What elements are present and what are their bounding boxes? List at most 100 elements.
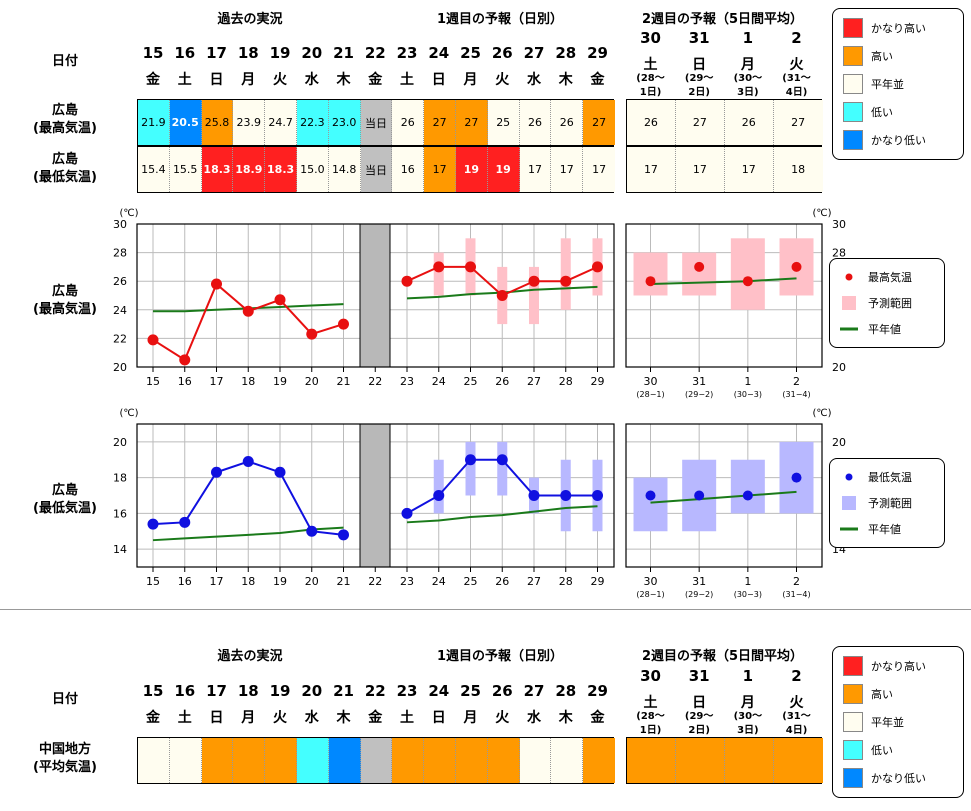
range-bar: [560, 238, 571, 310]
week2-day-weekday: 日: [692, 57, 707, 73]
y-tick-label: 20: [113, 436, 127, 449]
week2-forecast-point: [694, 490, 705, 501]
max-temp-cell: 25: [487, 100, 520, 145]
week2-day-number: 2: [791, 29, 802, 47]
week2-day-range: (31～: [782, 73, 811, 84]
observed-point: [242, 456, 254, 468]
x-tick-label: 20: [305, 575, 319, 588]
x-tick-label: 24: [432, 575, 446, 588]
forecast-point: [465, 454, 476, 466]
min-temp-cell: 17: [551, 147, 584, 192]
y-unit-label: (℃): [812, 208, 831, 219]
x-tick-label: 26: [495, 375, 509, 388]
past-header-bottom: 過去の実況: [217, 649, 283, 664]
week2-forecast-point: [742, 490, 753, 501]
x-tick-label: 2: [793, 375, 800, 388]
observed-point: [274, 294, 286, 306]
min-chart-label: 広島 (最低気温): [33, 483, 97, 516]
day-number: 29: [587, 44, 608, 62]
range-bar: [433, 252, 444, 296]
min-temp-cell: 17: [424, 147, 456, 192]
legend-item: 平年並: [843, 711, 904, 733]
y-tick-label: 24: [113, 304, 127, 317]
week2-day-range: (28～: [636, 73, 665, 84]
day-weekday: 金: [146, 710, 160, 726]
region-temp-cell: [392, 738, 425, 783]
week2-forecast-point: [742, 276, 753, 287]
min-temp-week2-table: 17 17 17 18: [626, 146, 823, 193]
min-temp-cell: 当日: [360, 147, 393, 192]
day-weekday: 金: [590, 72, 605, 88]
x-tick-label: 25: [464, 375, 478, 388]
week2-day-range: 4日): [785, 87, 808, 98]
legend-swatch: [843, 656, 863, 676]
week2-day-number: 1: [742, 29, 754, 47]
x-tick-label: 28: [559, 575, 573, 588]
past-header: 過去の実況: [217, 12, 283, 27]
legend-label: かなり低い: [871, 772, 926, 785]
max-chart-legend: 最高気温 予測範囲 平年値: [829, 258, 945, 348]
region-temp-cell: [265, 738, 297, 783]
x-tick-label: 27: [527, 375, 541, 388]
x-tick-label: 15: [146, 575, 160, 588]
x-tick-sublabel: (30−3): [734, 590, 762, 599]
min-temp-week2-cell: 17: [675, 147, 725, 192]
observed-point: [338, 529, 349, 541]
day-number: 19: [269, 44, 291, 62]
x-tick-label: 23: [400, 575, 414, 588]
day-weekday: 水: [527, 710, 541, 726]
day-number: 17: [206, 682, 227, 700]
series-legend-item: 平年値: [838, 518, 901, 540]
legend-swatch: [843, 74, 863, 94]
day-weekday: 月: [241, 710, 256, 726]
x-tick-label: 17: [210, 375, 224, 388]
category-legend-top: かなり高い 高い 平年並 低い かなり低い: [832, 8, 964, 160]
forecast-point: [496, 454, 508, 466]
x-tick-sublabel: (30−3): [734, 390, 762, 399]
y-unit-label: (℃): [119, 408, 138, 419]
x-tick-label: 16: [178, 375, 192, 388]
observed-point: [179, 516, 191, 528]
day-number: 21: [333, 682, 354, 700]
day-number: 29: [587, 682, 608, 700]
y-unit-label: (℃): [812, 408, 831, 419]
region-temp-week2-cell: [675, 738, 725, 783]
week2-day-weekday: 日: [692, 695, 707, 711]
normal-line: [406, 505, 598, 524]
date-label-bottom: 日付: [51, 692, 78, 707]
day-weekday: 水: [304, 72, 319, 88]
max-temp-cell: 20.5: [169, 100, 202, 145]
x-tick-sublabel: (29−2): [685, 390, 713, 399]
y-tick-label: 28: [832, 247, 846, 260]
today-bar: [360, 424, 391, 567]
y-tick-label: 18: [113, 472, 127, 485]
legend-swatch: [843, 768, 863, 788]
x-tick-label: 29: [591, 575, 605, 588]
min-temp-cell: 19: [487, 147, 520, 192]
y-unit-label: (℃): [119, 208, 138, 219]
region-temp-week2-cell: [773, 738, 823, 783]
series-legend-label: 予測範囲: [868, 497, 912, 510]
x-tick-label: 31: [692, 375, 706, 388]
max-temp-cell: 27: [583, 100, 615, 145]
x-tick-label: 21: [337, 575, 351, 588]
day-number: 23: [396, 682, 418, 700]
region-temp-table: [137, 737, 615, 784]
min-temp-cell: 18.9: [233, 147, 266, 192]
x-tick-sublabel: (31−4): [782, 390, 810, 399]
day-weekday: 火: [495, 710, 510, 726]
x-tick-label: 17: [210, 575, 224, 588]
observed-point: [338, 318, 349, 330]
forecast-point: [401, 275, 413, 287]
day-number: 26: [491, 682, 513, 700]
legend-item: 低い: [843, 101, 893, 123]
day-weekday: 日: [209, 72, 224, 88]
x-tick-label: 22: [368, 575, 382, 588]
forecast-point: [433, 490, 445, 501]
region-temp-cell: [424, 738, 456, 783]
observed-point: [211, 466, 222, 478]
x-tick-label: 19: [273, 375, 287, 388]
legend-label: かなり低い: [871, 134, 926, 147]
day-weekday: 火: [273, 72, 287, 88]
region-temp-cell: [233, 738, 266, 783]
